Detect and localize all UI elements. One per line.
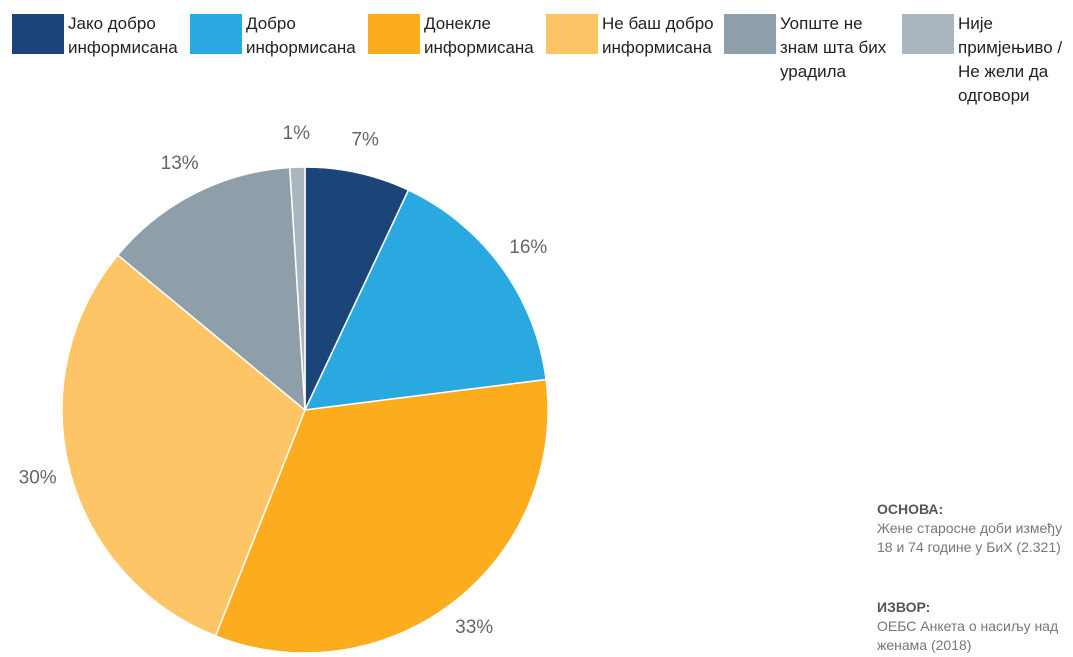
legend-swatch (546, 14, 598, 54)
legend-swatch (190, 14, 242, 54)
note-heading: ИЗВОР: (877, 599, 931, 615)
pie-slice (288, 166, 306, 411)
note-text: ОЕБС Анкета о насиљу над женама (2018) (877, 618, 1059, 653)
legend-swatch (902, 14, 954, 54)
data-label: 16% (509, 237, 547, 258)
legend-label: Није примјењиво / Не жели да одговори (958, 14, 1063, 105)
data-label: 30% (19, 468, 57, 489)
pie-slice (304, 166, 410, 411)
note-text: Жене старосне доби између 18 и 74 године… (877, 520, 1063, 555)
note: ИЗВОР: ОЕБС Анкета о насиљу над женама (2… (877, 598, 1067, 655)
data-label: 7% (351, 130, 379, 151)
legend-label: Донекле информисана (424, 14, 534, 57)
legend-item: Не баш добро информисана (546, 14, 716, 60)
legend-label: Не баш добро информисана (602, 14, 714, 57)
note-heading: ОСНОВА: (877, 501, 944, 517)
pie-slice (61, 254, 306, 637)
legend-item: Није примјењиво / Не жели да одговори (902, 14, 1072, 108)
legend-swatch (368, 14, 420, 54)
legend-label: Јако добро информисана (68, 14, 178, 57)
legend-label: Уопште не знам шта бих урадила (780, 14, 887, 81)
pie-slice (116, 166, 306, 412)
pie-slice (214, 378, 549, 654)
legend-item: Добро информисана (190, 14, 360, 60)
pie-slice (303, 189, 547, 411)
data-label: 33% (455, 617, 493, 638)
data-label: 13% (161, 153, 199, 174)
legend-item: Уопште не знам шта бих урадила (724, 14, 894, 84)
legend-swatch (724, 14, 776, 54)
legend-label: Добро информисана (246, 14, 356, 57)
data-label: 1% (283, 123, 311, 144)
note: ОСНОВА: Жене старосне доби између 18 и 74… (877, 500, 1067, 557)
legend-swatch (12, 14, 64, 54)
legend-item: Донекле информисана (368, 14, 538, 60)
legend-item: Јако добро информисана (12, 14, 182, 60)
